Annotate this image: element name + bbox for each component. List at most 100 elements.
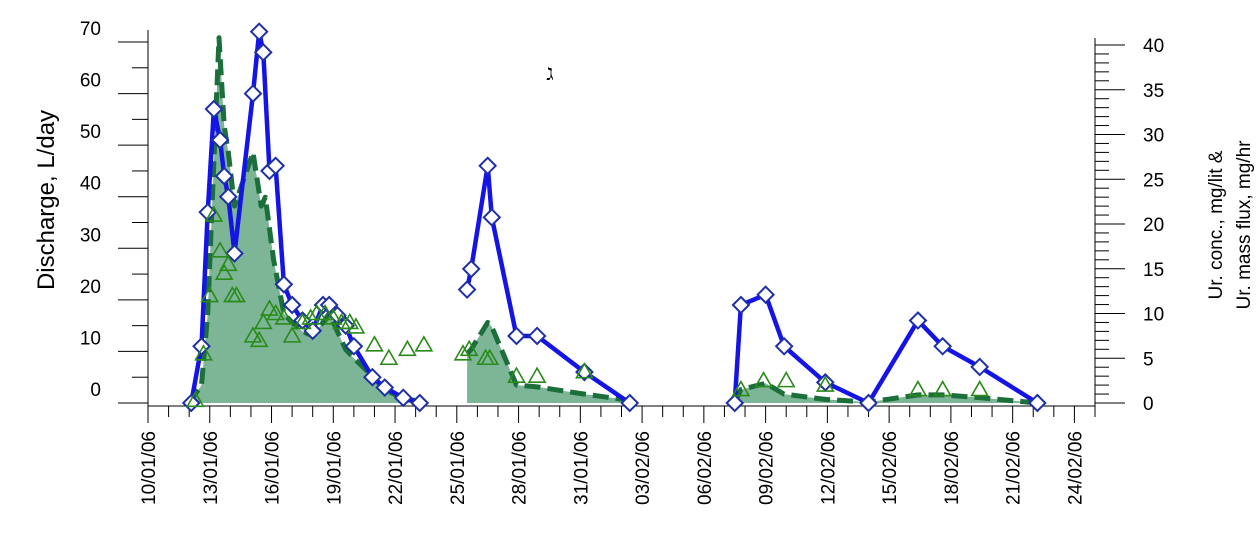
- discharge-point: [482, 207, 502, 227]
- discharge-point: [249, 22, 269, 42]
- x-tick-label: 21/02/06: [1004, 431, 1025, 505]
- right-tick-label: 30: [1143, 126, 1164, 147]
- right-tick-label: 40: [1143, 36, 1164, 57]
- concentration-point: [315, 303, 335, 321]
- left-axis-title: Discharge, L/day: [33, 110, 60, 290]
- axes-layer: [118, 30, 1125, 423]
- concentration-point: [815, 375, 835, 392]
- x-tick-label: 10/01/06: [139, 431, 160, 505]
- concentration-point: [398, 339, 417, 357]
- concentration-point: [200, 285, 220, 303]
- concentration-point: [293, 312, 312, 330]
- concentration-point: [933, 379, 953, 397]
- discharge-point: [756, 285, 776, 305]
- discharge-point: [933, 336, 953, 356]
- x-tick-label: 12/02/06: [818, 431, 839, 505]
- right-axis-title-line1: Ur. conc., mg/lit &: [1206, 150, 1227, 299]
- concentration-point: [365, 335, 384, 352]
- discharge-point: [970, 357, 990, 377]
- mass-flux-line-layer: [187, 35, 1038, 406]
- concentration-point: [970, 379, 990, 397]
- discharge-point: [344, 336, 364, 356]
- concentration-point: [249, 330, 269, 348]
- concentration-point: [414, 335, 434, 352]
- discharge-point: [218, 187, 238, 207]
- concentration-point: [575, 362, 594, 379]
- concentration-point: [194, 344, 213, 361]
- discharge-point: [210, 130, 230, 150]
- concentration-point: [731, 379, 751, 397]
- discharge-point: [725, 393, 745, 413]
- left-tick-label: 50: [80, 122, 101, 143]
- discharge-point: [575, 362, 594, 382]
- discharge-point: [461, 259, 481, 279]
- right-tick-label: 20: [1143, 215, 1164, 236]
- right-tick-label: 35: [1143, 81, 1164, 102]
- discharge-point: [225, 244, 244, 263]
- x-tick-label: 09/02/06: [757, 431, 778, 505]
- discharge-point: [507, 326, 526, 346]
- concentration-point: [214, 263, 234, 281]
- x-tick-label: 16/01/06: [263, 431, 284, 505]
- concentration-point: [459, 339, 479, 357]
- discharge-point: [243, 84, 263, 103]
- left-tick-label: 20: [80, 277, 101, 298]
- left-tick-label: 40: [80, 174, 101, 195]
- concentration-point: [210, 241, 230, 258]
- mass-flux-line: [187, 35, 421, 405]
- concentration-point: [754, 371, 773, 388]
- concentration-point: [908, 379, 928, 397]
- x-tick-label: 15/02/06: [880, 431, 901, 505]
- concentration-point: [266, 303, 286, 321]
- concentration-point: [527, 366, 547, 383]
- discharge-point: [282, 295, 302, 315]
- discharge-line: [464, 163, 631, 405]
- concentration-point: [480, 348, 500, 366]
- right-tick-label: 0: [1143, 394, 1154, 415]
- x-tick-label: 06/02/06: [695, 431, 716, 505]
- discharge-point: [410, 393, 430, 413]
- left-tick-label: 60: [80, 71, 101, 92]
- discharge-point: [274, 274, 294, 294]
- discharge-point: [620, 393, 640, 413]
- right-tick-label: 5: [1143, 349, 1154, 370]
- mass-flux-area: [189, 37, 420, 404]
- right-tick-label: 15: [1143, 260, 1164, 281]
- x-tick-label: 24/02/06: [1065, 431, 1086, 505]
- discharge-point: [1027, 393, 1047, 413]
- x-tick-label: 19/01/06: [324, 431, 345, 505]
- discharge-point: [393, 388, 413, 408]
- concentration-point: [453, 344, 473, 361]
- concentration-marker-layer: [185, 205, 990, 408]
- left-tick-label: 10: [80, 328, 101, 349]
- right-tick-label: 10: [1143, 305, 1164, 326]
- concentration-point: [227, 285, 246, 303]
- x-tick-label: 18/02/06: [942, 431, 963, 505]
- concentration-point: [379, 348, 399, 366]
- mass-flux-line: [732, 380, 1038, 406]
- discharge-point: [204, 99, 224, 119]
- concentration-point: [185, 390, 205, 408]
- concentration-point: [776, 371, 796, 388]
- concentration-point: [346, 317, 366, 334]
- concentration-point: [218, 254, 238, 272]
- discharge-point: [478, 156, 498, 176]
- concentration-point: [323, 308, 343, 325]
- panel-label: ג: [546, 60, 553, 85]
- tick-label-layer: 10/01/06 13/01/06 16/01/06 19/01/06 22/01/06…: [80, 19, 1164, 505]
- discharge-point: [731, 295, 751, 315]
- left-tick-label: 0: [90, 380, 101, 401]
- x-tick-label: 28/01/06: [510, 431, 531, 505]
- discharge-line-layer: [181, 22, 1047, 413]
- discharge-point: [375, 378, 395, 397]
- x-tick-label: 13/01/06: [201, 431, 222, 505]
- concentration-point: [507, 366, 526, 383]
- concentration-point: [204, 205, 224, 222]
- discharge-line: [732, 292, 1039, 406]
- right-tick-label: 25: [1143, 170, 1164, 191]
- x-tick-label: 03/02/06: [633, 431, 654, 505]
- discharge-point: [214, 166, 234, 186]
- discharge-point: [266, 156, 286, 176]
- mass-flux-fill-layer: [189, 37, 1038, 404]
